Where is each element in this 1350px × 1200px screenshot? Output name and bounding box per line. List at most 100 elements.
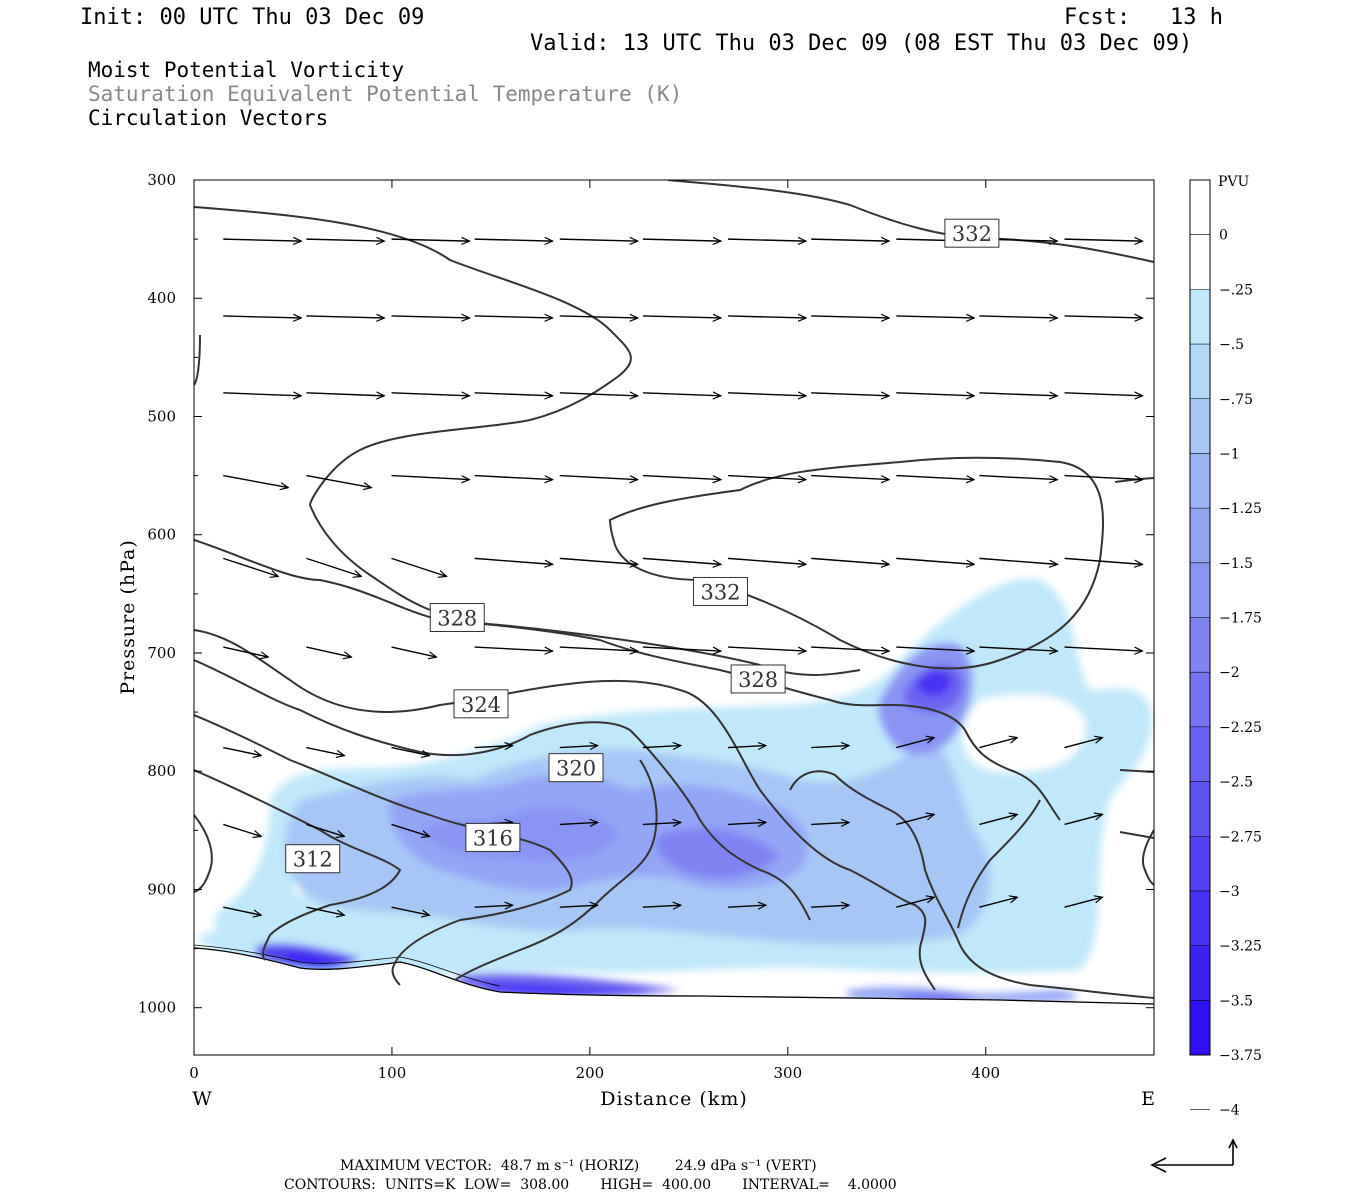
circulation-vector	[559, 905, 598, 907]
contour-label: 316	[473, 826, 513, 850]
contour-label-box	[465, 822, 521, 852]
circulation-vector	[642, 316, 721, 318]
circulation-vector	[811, 316, 889, 318]
contour-312-east	[1142, 829, 1154, 886]
circulation-vector	[306, 646, 351, 657]
contour-316	[194, 714, 573, 986]
circulation-vector	[559, 316, 638, 318]
colorbar-label: −2.75	[1219, 829, 1262, 845]
colorbar-swatch	[1190, 836, 1210, 892]
circulation-vector	[811, 822, 849, 824]
colorbar-swatch	[1190, 945, 1210, 1001]
circulation-vector	[1064, 646, 1143, 651]
plot-frame	[193, 179, 1155, 1056]
contour-label-box	[944, 218, 1000, 248]
colorbar-label: −3.75	[1219, 1048, 1262, 1064]
y-tick-label: 300	[147, 171, 176, 189]
circulation-vector	[896, 474, 974, 480]
circulation-vector	[474, 646, 553, 651]
circulation-vector	[391, 823, 430, 836]
colorbar-label: −2.5	[1219, 775, 1253, 791]
colorbar-swatch	[1190, 508, 1210, 564]
circulation-vector	[306, 393, 384, 396]
circulation-vector	[728, 316, 806, 318]
colorbar-swatch	[1190, 234, 1210, 290]
colorbar-label: −1.75	[1219, 611, 1262, 627]
contour-328	[194, 539, 1061, 821]
contour-label: 328	[437, 607, 477, 631]
contour-label: 332	[700, 580, 740, 604]
circulation-vector	[1064, 557, 1143, 564]
circulation-vector	[559, 557, 638, 564]
field-title-vectors: Circulation Vectors	[88, 106, 329, 130]
contour-labels: 332 332 328 328 324 320 316 312	[285, 218, 1000, 874]
circulation-vector	[223, 474, 288, 488]
y-tick-label: 800	[147, 762, 176, 780]
circulation-vector	[896, 738, 934, 749]
contour-label: 324	[461, 693, 501, 717]
colorbar-label: −2	[1219, 665, 1240, 681]
contour-label-box	[693, 576, 749, 606]
contour-label-box	[285, 844, 341, 874]
x-tick-label: 400	[971, 1064, 1000, 1082]
circulation-vector	[223, 393, 301, 396]
circulation-vector	[642, 905, 681, 907]
circulation-vector	[727, 474, 806, 480]
circulation-vector	[811, 474, 889, 480]
circulation-vector	[391, 906, 430, 915]
circulation-vectors	[223, 239, 1142, 915]
circulation-vector	[896, 897, 934, 908]
contour-336	[194, 206, 861, 676]
x-axis-label: Distance (km)	[600, 1088, 748, 1110]
circulation-vector	[727, 905, 766, 907]
circulation-vector	[559, 646, 638, 651]
contour-label: 320	[556, 757, 596, 781]
circulation-vector	[223, 906, 261, 915]
circulation-vector	[391, 557, 447, 576]
colorbar-label: −1	[1219, 446, 1240, 462]
circulation-vector	[896, 646, 974, 651]
circulation-vector	[979, 738, 1017, 749]
circulation-vector	[306, 746, 344, 756]
contour-label-box	[548, 753, 604, 783]
circulation-vector	[896, 557, 974, 564]
circulation-vector	[474, 557, 553, 564]
init-time: Init: 00 UTC Thu 03 Dec 09	[80, 5, 425, 30]
circulation-vector	[474, 316, 553, 318]
circulation-vector	[979, 316, 1057, 318]
contour-e2	[1119, 831, 1154, 839]
valid-time: Valid: 13 UTC Thu 03 Dec 09 (08 EST Thu …	[530, 31, 1193, 56]
y-tick-label: 1000	[138, 999, 176, 1017]
circulation-vector	[1064, 897, 1103, 908]
colorbar-unit: PVU	[1218, 174, 1250, 190]
reference-vector-icon	[1150, 1138, 1238, 1173]
colorbar-label: −3	[1219, 884, 1240, 900]
colorbar-label: −4	[1219, 1103, 1240, 1119]
circulation-vector	[223, 646, 268, 657]
colorbar-label: −3.5	[1219, 993, 1253, 1009]
y-tick-label: 600	[147, 526, 176, 544]
contour-312	[194, 769, 402, 961]
colorbar-label: −3.25	[1219, 939, 1262, 955]
circulation-vector	[1064, 814, 1103, 826]
forecast-hour: Fcst: 13 h	[1064, 5, 1223, 30]
circulation-vector	[474, 746, 513, 748]
colorbar-label: 0	[1219, 228, 1228, 244]
x-tick-label: 200	[576, 1064, 605, 1082]
circulation-vector	[559, 239, 638, 241]
contour-320	[194, 659, 811, 921]
circulation-vector	[391, 316, 470, 318]
circulation-vector	[979, 557, 1057, 564]
circulation-vector	[474, 905, 513, 907]
theta-contours	[194, 180, 1154, 999]
circulation-vector	[728, 239, 806, 241]
circulation-vector	[727, 746, 766, 748]
circulation-vector	[642, 746, 681, 748]
circulation-vector	[727, 822, 766, 824]
contour-label: 312	[293, 848, 333, 872]
y-tick-label: 500	[147, 407, 176, 425]
colorbar-label: −.25	[1219, 282, 1253, 298]
colorbar-swatch	[1190, 344, 1210, 400]
circulation-vector	[1064, 393, 1143, 396]
circulation-vector	[811, 905, 849, 907]
